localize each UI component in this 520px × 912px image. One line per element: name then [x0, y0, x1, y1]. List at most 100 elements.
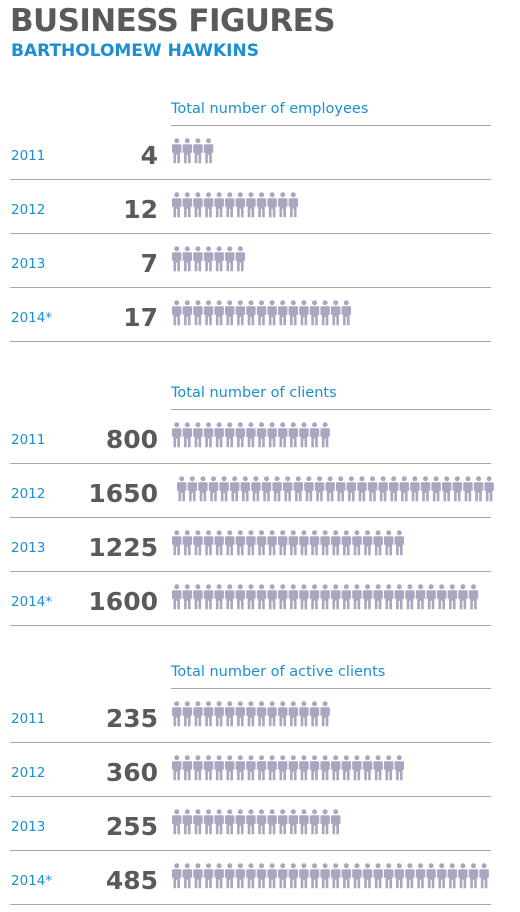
person-icon: [447, 584, 458, 610]
person-icon: [225, 246, 235, 272]
person-icon: [256, 584, 267, 610]
person-icon: [182, 584, 193, 610]
person-icon: [331, 809, 341, 835]
person-icon: [246, 192, 256, 218]
person-icon: [235, 755, 246, 781]
person-icon: [256, 192, 267, 218]
person-icon: [479, 863, 489, 889]
person-icon: [203, 246, 214, 272]
person-icon: [320, 422, 330, 448]
person-icon: [415, 863, 426, 889]
person-icon: [203, 530, 214, 556]
person-icon: [320, 584, 330, 610]
person-icon: [278, 809, 288, 835]
person-icon: [362, 584, 373, 610]
person-icon: [357, 476, 367, 502]
person-icon: [288, 863, 299, 889]
person-icon: [172, 246, 182, 272]
person-icon: [473, 476, 484, 502]
person-icon: [172, 584, 182, 610]
person-icon: [214, 863, 224, 889]
person-icon: [373, 530, 383, 556]
person-icon: [299, 584, 309, 610]
person-icon: [172, 863, 182, 889]
person-icon: [278, 422, 288, 448]
person-icon: [309, 300, 320, 326]
person-icon: [272, 476, 282, 502]
person-icon: [193, 422, 203, 448]
year-label: 2013: [11, 256, 46, 272]
person-icon: [235, 863, 246, 889]
person-icon: [468, 584, 479, 610]
person-icon: [278, 300, 288, 326]
person-icon: [299, 701, 309, 727]
person-icon: [373, 755, 383, 781]
value-label: 235: [105, 704, 158, 733]
person-icon: [193, 755, 203, 781]
person-icon: [283, 476, 293, 502]
value-label: 360: [105, 758, 158, 787]
person-icon: [187, 476, 198, 502]
person-icon: [293, 476, 304, 502]
person-icon: [437, 584, 447, 610]
person-icon: [299, 755, 309, 781]
person-icon: [193, 300, 203, 326]
person-icon: [341, 755, 352, 781]
person-icon: [246, 422, 256, 448]
person-icon: [341, 863, 352, 889]
person-icon: [288, 809, 299, 835]
person-icon: [214, 530, 224, 556]
person-icon: [367, 476, 378, 502]
year-label: 2013: [11, 540, 46, 556]
year-label: 2011: [11, 148, 46, 164]
value-label: 1600: [88, 587, 158, 616]
person-icon: [182, 755, 193, 781]
person-icon: [203, 584, 214, 610]
person-icon: [394, 530, 405, 556]
person-icon: [278, 863, 288, 889]
year-label: 2012: [11, 202, 46, 218]
person-icon: [256, 863, 267, 889]
person-icon: [235, 530, 246, 556]
divider: [10, 904, 491, 905]
person-icon: [288, 755, 299, 781]
person-icon: [182, 246, 193, 272]
pictograph-bar: [172, 530, 405, 556]
pictograph-bar: [172, 755, 405, 781]
pictograph-bar: [172, 584, 479, 610]
person-icon: [352, 863, 362, 889]
person-icon: [331, 300, 341, 326]
person-icon: [378, 476, 388, 502]
person-icon: [320, 863, 330, 889]
person-icon: [468, 863, 479, 889]
person-icon: [389, 476, 399, 502]
person-icon: [267, 809, 277, 835]
person-icon: [246, 701, 256, 727]
value-label: 7: [140, 249, 158, 278]
person-icon: [331, 530, 341, 556]
year-label: 2014*: [11, 873, 53, 889]
person-icon: [362, 863, 373, 889]
person-icon: [246, 530, 256, 556]
person-icon: [246, 755, 256, 781]
person-icon: [352, 755, 362, 781]
divider: [10, 742, 491, 743]
pictograph-bar: [172, 422, 330, 448]
person-icon: [225, 422, 235, 448]
person-icon: [309, 755, 320, 781]
person-icon: [320, 755, 330, 781]
person-icon: [352, 530, 362, 556]
person-icon: [309, 809, 320, 835]
value-label: 485: [105, 866, 158, 895]
person-icon: [267, 755, 277, 781]
person-icon: [384, 863, 394, 889]
person-icon: [394, 755, 405, 781]
person-icon: [225, 755, 235, 781]
person-icon: [208, 476, 219, 502]
person-icon: [420, 476, 431, 502]
person-icon: [246, 584, 256, 610]
person-icon: [267, 300, 277, 326]
person-icon: [309, 584, 320, 610]
person-icon: [172, 701, 182, 727]
person-icon: [362, 755, 373, 781]
